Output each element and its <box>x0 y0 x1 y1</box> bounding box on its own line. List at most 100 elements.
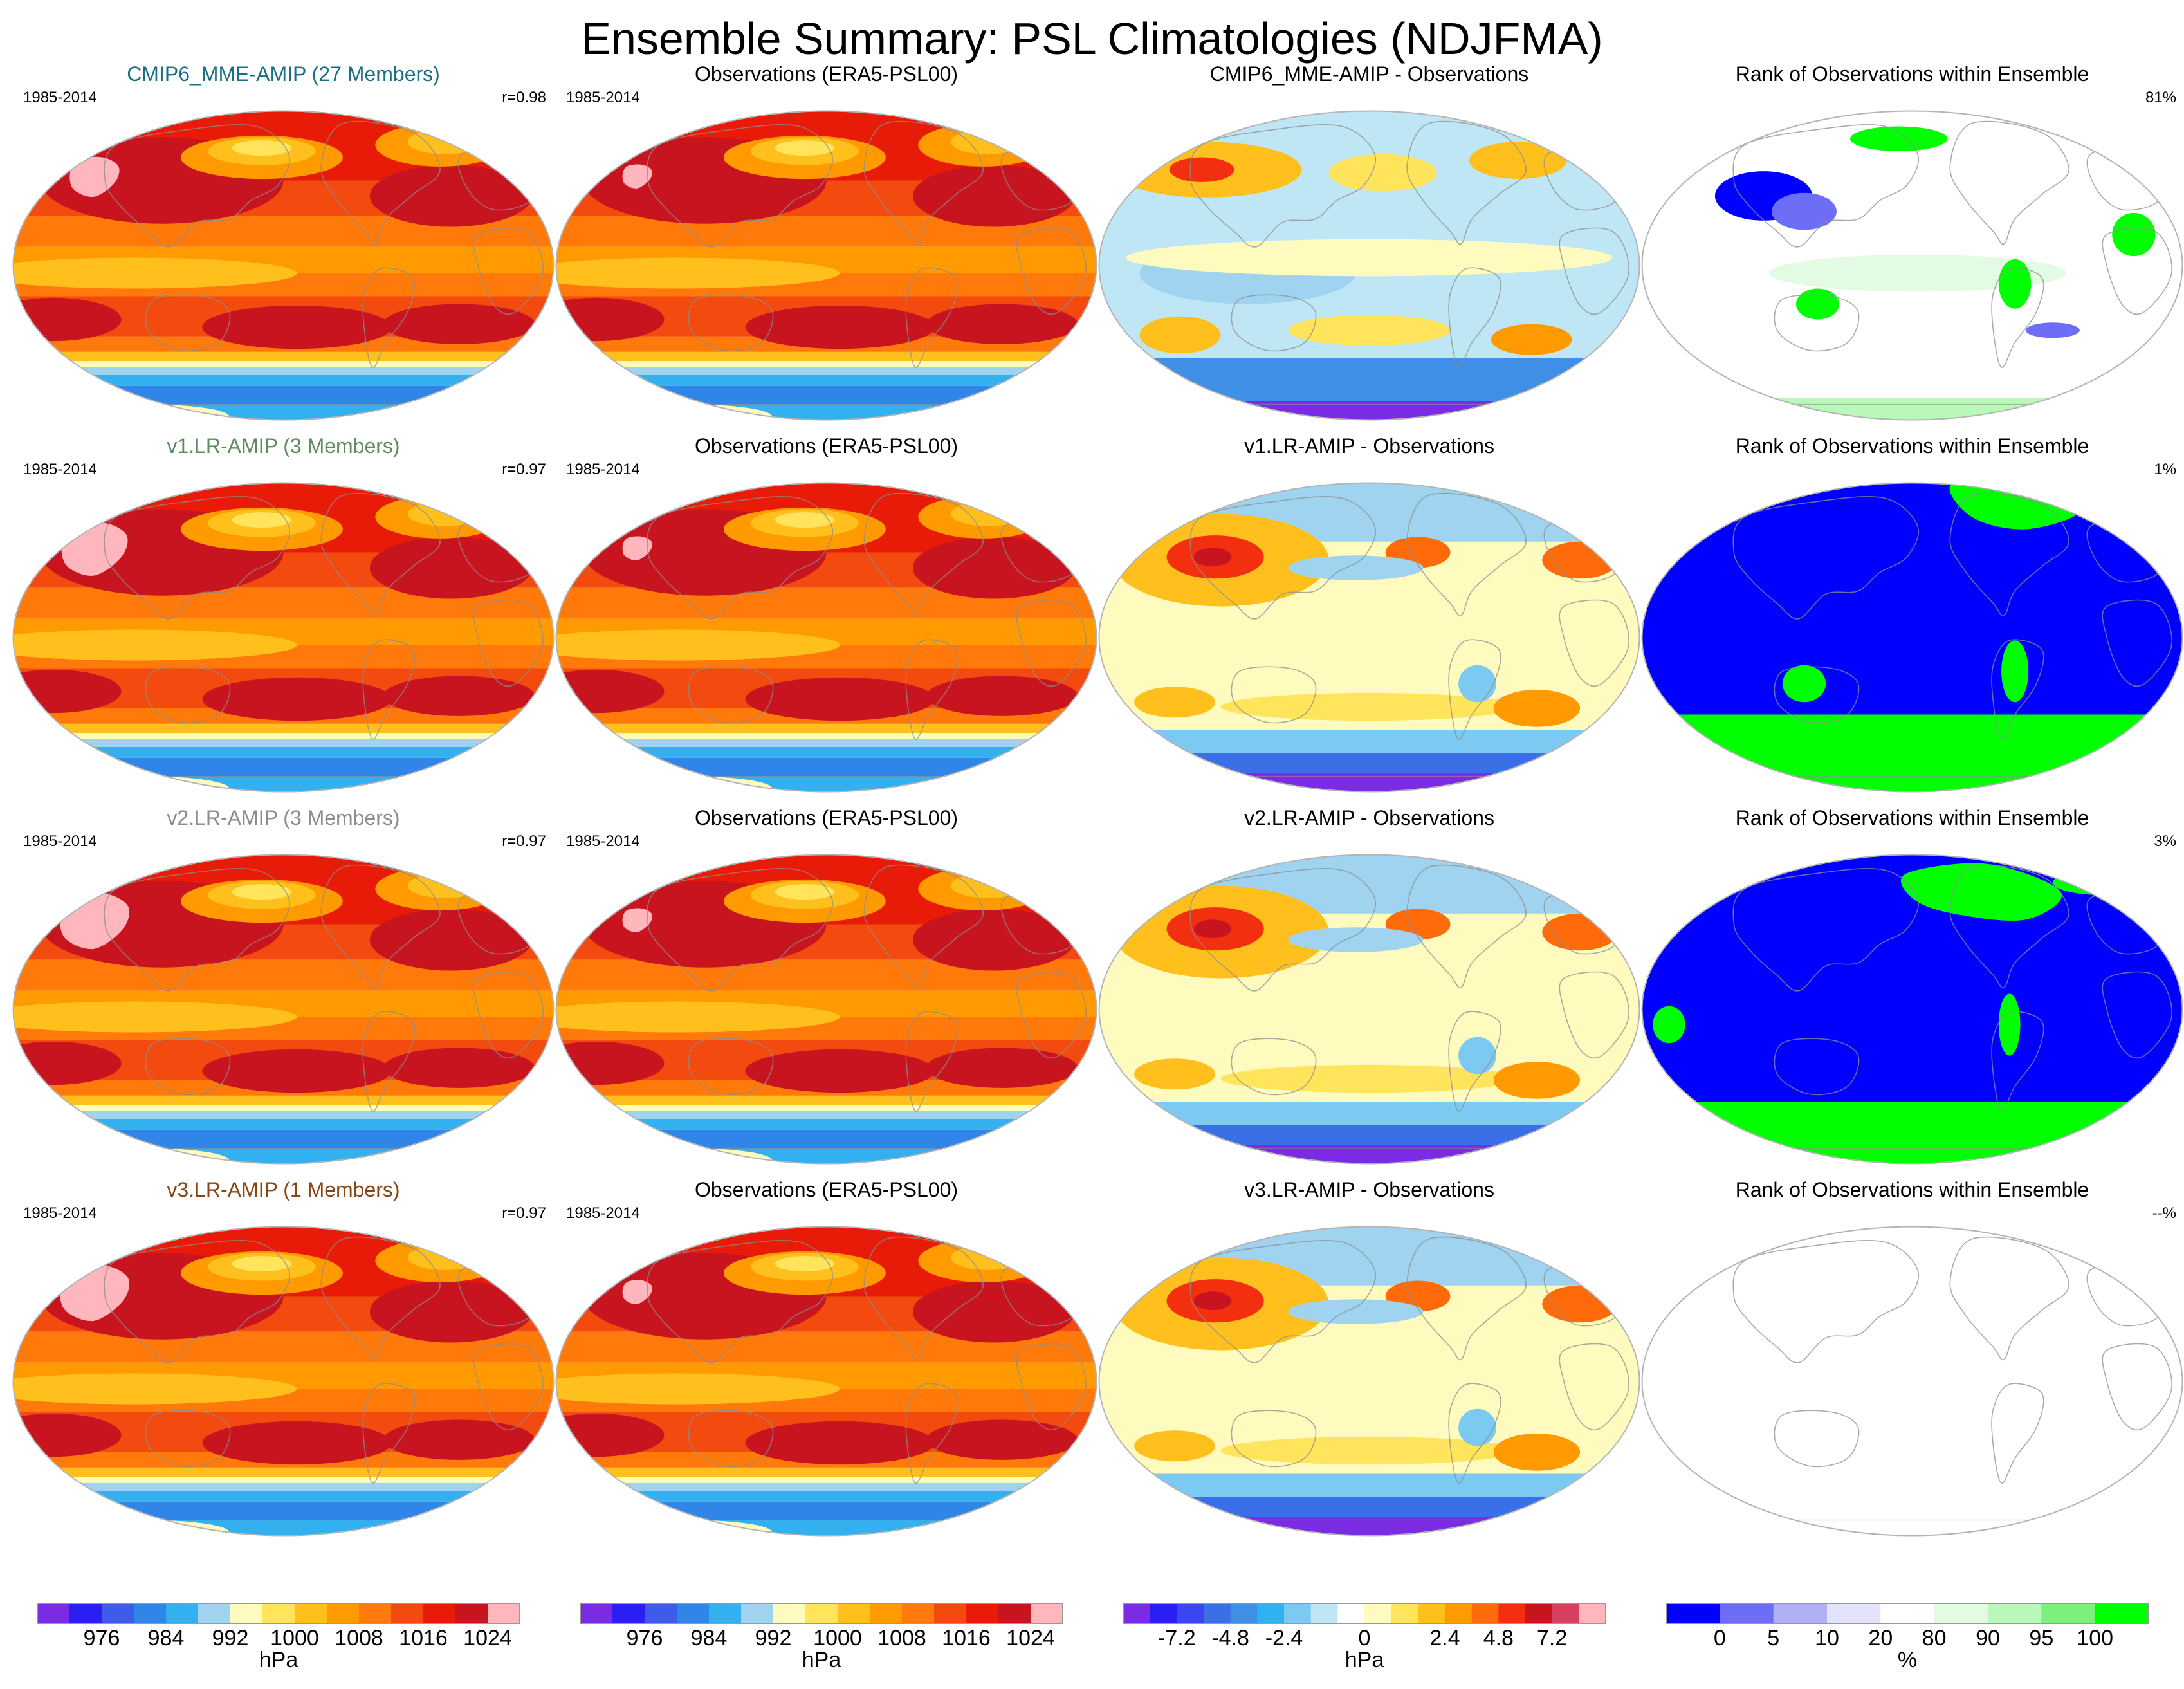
aleutian-low-core <box>232 140 292 156</box>
coastline-africa <box>1016 971 1087 1059</box>
psl-band-8 <box>614 1105 1038 1111</box>
coastline-asia <box>104 496 290 620</box>
azores-high <box>912 537 1075 599</box>
coastline-africa <box>1559 971 1629 1059</box>
panel-diff-row-4: v3.LR-AMIP - Observations <box>1097 1177 1641 1540</box>
panel-model-row-2: v1.LR-AMIP (3 Members) 1985-2014 r=0.97 <box>12 433 555 797</box>
colorbar-diff: -7.2 -4.8 -2.4 0 2.4 4.8 7.2 hPa <box>1123 1603 1606 1672</box>
atlantic-high <box>383 304 535 344</box>
psl-band-8 <box>614 1477 1038 1483</box>
diff-andes <box>1458 1408 1496 1446</box>
coastline-africa <box>2102 1343 2172 1431</box>
tibetan-plateau-high <box>622 1280 652 1304</box>
coastline-australia <box>688 294 774 352</box>
psl-band-9 <box>623 367 1029 375</box>
diff-andes <box>1458 1037 1496 1075</box>
period-label: 1985-2014 <box>566 89 640 106</box>
rank-andes <box>2001 640 2029 703</box>
diff-indian-s <box>1139 316 1221 354</box>
colorbar-swatch <box>741 1603 774 1624</box>
coastline-asia <box>1732 868 1919 992</box>
colorbar-swatch <box>838 1603 870 1624</box>
colorbar-swatch <box>1471 1603 1499 1624</box>
coastline-samerica <box>362 1383 416 1484</box>
map-frame <box>555 854 1097 1165</box>
panel-rank-row-2: Rank of Observations within Ensemble 1% <box>1640 433 2184 797</box>
panel-title: v3.LR-AMIP - Observations <box>1244 1178 1494 1201</box>
tibetan-plateau-high <box>622 908 652 932</box>
psl-band-10 <box>93 374 474 386</box>
period-label: 1985-2014 <box>23 833 97 850</box>
rank-percent: 81% <box>2145 89 2176 106</box>
map-frame <box>1641 854 2183 1165</box>
diff-asia-core <box>1193 548 1232 567</box>
colorbar-tick: 100 <box>2077 1626 2114 1650</box>
diff-andes <box>1458 665 1496 703</box>
tibetan-plateau-high <box>622 536 652 560</box>
colorbar-swatch <box>1204 1603 1231 1624</box>
colorbar-tick: 90 <box>1976 1626 2000 1650</box>
coastline-namerica <box>320 864 441 989</box>
coastline-samerica <box>1991 1011 2044 1112</box>
panel-rank-row-1: Rank of Observations within Ensemble 81% <box>1640 61 2184 425</box>
diff-indian-s <box>1134 687 1216 718</box>
atlantic-high <box>926 1048 1078 1088</box>
coastline-samerica <box>905 1383 959 1484</box>
coastline-samerica <box>1448 639 1501 740</box>
map-rank-2 <box>1641 482 2183 793</box>
coastline-asia <box>1732 124 1919 248</box>
coastline-namerica <box>320 1236 441 1361</box>
coastline-australia <box>1774 1038 1860 1096</box>
psl-band-10 <box>636 746 1017 758</box>
colorbar-swatch <box>1364 1603 1392 1624</box>
colorbar-tick: 976 <box>626 1626 663 1650</box>
diff-southern-ring <box>1153 730 1586 753</box>
coastline-samerica <box>905 1011 959 1112</box>
colorbar-swatch <box>455 1603 488 1624</box>
coastline-samerica <box>1991 267 2044 368</box>
colorbar-tick: 984 <box>690 1626 728 1650</box>
psl-band-10 <box>636 1118 1017 1130</box>
map-frame <box>1098 482 1640 793</box>
colorbar-swatch <box>1666 1603 1720 1624</box>
psl-band-10 <box>93 1118 474 1130</box>
period-label: 1985-2014 <box>566 833 640 850</box>
rank-australia <box>1782 665 1826 703</box>
map-frame <box>1641 1226 2183 1537</box>
diff-southern-ring <box>1153 1473 1586 1497</box>
diff-npac-blue <box>1288 1299 1424 1324</box>
colorbar-swatch <box>612 1603 645 1624</box>
psl-band-7 <box>59 1467 508 1477</box>
colorbar-swatch <box>1579 1603 1606 1624</box>
colorbar-tick: 7.2 <box>1537 1626 1568 1650</box>
colorbar-rank: 0 5 10 20 80 90 95 100% <box>1666 1603 2149 1672</box>
psl-band-9 <box>623 739 1029 747</box>
colorbar-swatch <box>1445 1603 1473 1624</box>
colorbar-swatch <box>645 1603 677 1624</box>
panel-title: v1.LR-AMIP (3 Members) <box>167 434 400 457</box>
panel-title: Observations (ERA5-PSL00) <box>694 806 959 829</box>
colorbar-swatch <box>1720 1603 1774 1624</box>
pacific-high <box>202 305 392 349</box>
colorbar-swatch <box>1827 1603 1881 1624</box>
colorbar-swatch <box>1525 1603 1553 1624</box>
coastline-namerica <box>1406 1236 1527 1361</box>
colorbar-swatch <box>773 1603 806 1624</box>
colorbar-tick: 1016 <box>399 1626 448 1650</box>
map-frame <box>12 110 555 421</box>
azores-high <box>369 909 532 971</box>
rank-arctic-pac <box>1849 126 1948 151</box>
psl-band-10 <box>93 746 474 758</box>
aleutian-low-core <box>775 884 835 900</box>
colorbar-swatch <box>69 1603 102 1624</box>
coastline-samerica <box>362 639 416 740</box>
atlantic-high <box>926 304 1078 344</box>
panel-diff-row-1: CMIP6_MME-AMIP - Observations <box>1097 61 1641 425</box>
colorbar-swatch <box>2041 1603 2096 1624</box>
colorbar-tick: 20 <box>1868 1626 1893 1650</box>
period-label: 1985-2014 <box>566 461 640 478</box>
diff-pacific-yellow <box>1126 239 1613 277</box>
map-obs-1 <box>555 110 1097 421</box>
pacific-high <box>202 677 392 721</box>
coastline-samerica <box>362 267 416 368</box>
